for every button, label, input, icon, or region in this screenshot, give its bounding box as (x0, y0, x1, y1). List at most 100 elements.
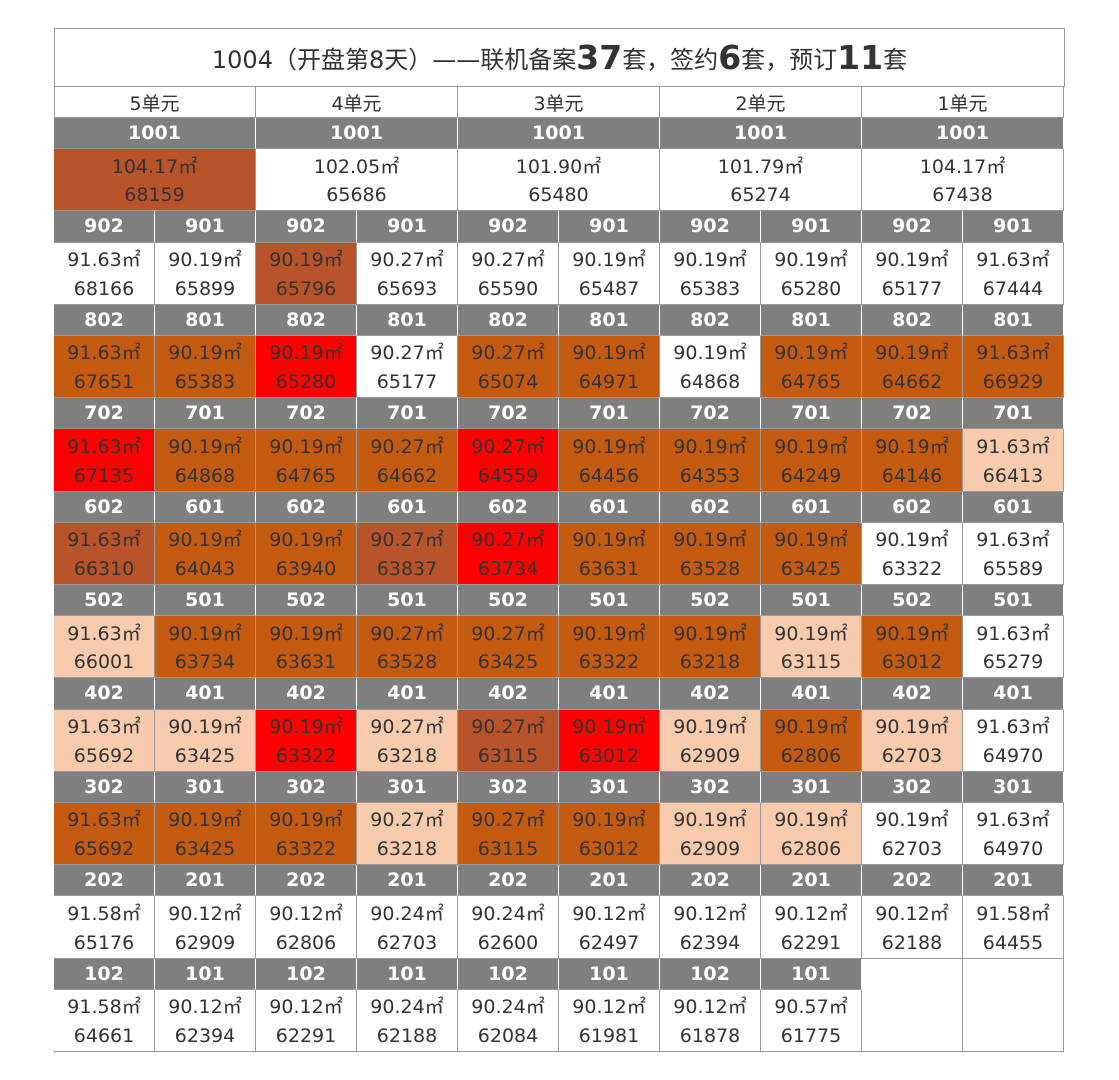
room-number: 801 (155, 304, 256, 336)
room-area: 90.19㎡ (761, 616, 862, 649)
room-number: 102 (458, 958, 559, 990)
room-price: 64661 (54, 1020, 155, 1052)
unit-header: 3单元 (458, 87, 660, 118)
room-area: 90.19㎡ (256, 335, 357, 369)
room-number: 701 (761, 398, 862, 430)
room-number: 601 (559, 491, 660, 523)
room-number: 502 (862, 585, 963, 617)
room-area: 90.19㎡ (660, 429, 761, 462)
room-price: 63218 (660, 647, 761, 679)
room-area: 91.63㎡ (54, 242, 155, 275)
room-price: 62291 (256, 1020, 357, 1052)
room-number: 602 (256, 491, 357, 523)
room-price: 64455 (963, 927, 1064, 959)
room-price: 63940 (256, 553, 357, 585)
room-price: 65899 (155, 273, 256, 305)
title-part: 套，签约 (622, 46, 719, 74)
room-price: 66929 (963, 367, 1064, 399)
room-price: 65693 (357, 273, 458, 305)
title-part: 套，预订 (741, 46, 838, 74)
room-number: 302 (256, 771, 357, 803)
room-price: 63218 (357, 740, 458, 772)
room-area: 90.19㎡ (660, 242, 761, 275)
room-area: 90.24㎡ (357, 989, 458, 1022)
room-price: 63322 (256, 834, 357, 866)
room-price: 65074 (458, 367, 559, 399)
room-number: 801 (963, 304, 1064, 336)
room-area: 90.19㎡ (862, 616, 963, 649)
room-number: 602 (458, 491, 559, 523)
room-price: 65279 (963, 647, 1064, 679)
room-area: 90.19㎡ (256, 429, 357, 462)
room-number: 202 (660, 865, 761, 897)
room-number: 301 (357, 771, 458, 803)
room-price: 65589 (963, 553, 1064, 585)
room-area: 91.63㎡ (54, 616, 155, 649)
room-number: 602 (54, 491, 155, 523)
room-price: 62600 (458, 927, 559, 959)
room-number: 702 (54, 398, 155, 430)
room-number: 402 (54, 678, 155, 710)
room-area: 101.90㎡ (458, 149, 660, 182)
room-price: 62703 (862, 740, 963, 772)
room-area: 90.27㎡ (357, 616, 458, 649)
room-area: 90.12㎡ (256, 989, 357, 1022)
room-number: 702 (458, 398, 559, 430)
room-number: 401 (559, 678, 660, 710)
room-number: 402 (660, 678, 761, 710)
room-number: 302 (54, 771, 155, 803)
room-number: 1001 (660, 118, 862, 150)
room-area: 90.24㎡ (458, 989, 559, 1022)
room-area: 90.57㎡ (761, 989, 862, 1022)
room-area: 90.12㎡ (660, 989, 761, 1022)
room-price: 63528 (357, 647, 458, 679)
room-number: 201 (357, 865, 458, 897)
room-area: 91.63㎡ (54, 429, 155, 462)
room-number: 502 (660, 585, 761, 617)
room-number: 602 (862, 491, 963, 523)
room-number: 301 (963, 771, 1064, 803)
room-price: 65280 (256, 367, 357, 399)
title: 1004（开盘第8天）——联机备案 37 套，签约 6 套，预订 11 套 (54, 28, 1065, 87)
room-price: 63012 (862, 647, 963, 679)
room-number: 501 (761, 585, 862, 617)
room-price: 67438 (862, 180, 1064, 212)
room-number: 702 (256, 398, 357, 430)
room-number: 401 (761, 678, 862, 710)
room-area: 90.27㎡ (357, 335, 458, 369)
room-area: 91.58㎡ (54, 896, 155, 929)
room-price: 62394 (660, 927, 761, 959)
room-area: 90.19㎡ (862, 242, 963, 275)
room-area: 90.19㎡ (862, 429, 963, 462)
room-price: 62909 (660, 740, 761, 772)
room-area: 90.19㎡ (559, 242, 660, 275)
room-area: 90.19㎡ (761, 709, 862, 742)
room-price: 64868 (155, 460, 256, 492)
room-area: 90.19㎡ (155, 429, 256, 462)
room-number: 201 (963, 865, 1064, 897)
room-area: 90.12㎡ (155, 989, 256, 1022)
room-price: 68166 (54, 273, 155, 305)
room-number: 201 (559, 865, 660, 897)
room-price: 65274 (660, 180, 862, 212)
room-price: 62497 (559, 927, 660, 959)
room-area: 91.63㎡ (54, 709, 155, 742)
room-number: 502 (458, 585, 559, 617)
room-number: 101 (761, 958, 862, 990)
room-area: 90.19㎡ (862, 802, 963, 836)
room-price: 63734 (458, 553, 559, 585)
room-price: 65590 (458, 273, 559, 305)
room-area: 90.19㎡ (256, 802, 357, 836)
room-area: 91.58㎡ (963, 896, 1064, 929)
room-price: 65177 (862, 273, 963, 305)
room-number: 702 (660, 398, 761, 430)
room-price: 63734 (155, 647, 256, 679)
room-area: 91.63㎡ (54, 522, 155, 555)
room-area: 90.27㎡ (458, 802, 559, 836)
room-number: 1001 (458, 118, 660, 150)
room-number: 201 (155, 865, 256, 897)
room-area: 90.27㎡ (357, 522, 458, 555)
room-number: 801 (357, 304, 458, 336)
room-area: 90.27㎡ (458, 709, 559, 742)
